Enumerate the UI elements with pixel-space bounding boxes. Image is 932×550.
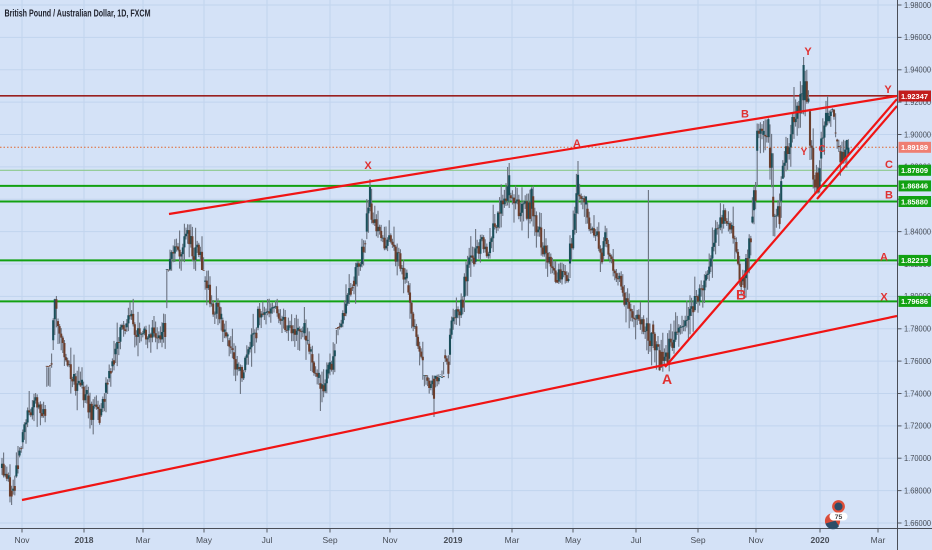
svg-text:1.82219: 1.82219 (901, 256, 928, 265)
svg-text:Y: Y (804, 46, 812, 58)
svg-text:A: A (880, 252, 888, 264)
svg-text:Sep: Sep (690, 535, 705, 545)
svg-text:1.92347: 1.92347 (901, 92, 928, 101)
svg-text:1.74000: 1.74000 (904, 389, 932, 398)
svg-text:1.94000: 1.94000 (904, 66, 932, 75)
svg-text:X: X (364, 160, 372, 172)
svg-text:2020: 2020 (811, 535, 830, 545)
svg-text:1.87809: 1.87809 (901, 166, 928, 175)
svg-text:B: B (885, 190, 893, 202)
svg-text:1.72000: 1.72000 (904, 422, 932, 431)
svg-text:Y: Y (884, 84, 892, 96)
svg-text:X: X (880, 292, 888, 304)
svg-text:May: May (565, 535, 582, 545)
svg-text:A: A (573, 138, 581, 150)
svg-text:1.96000: 1.96000 (904, 33, 932, 42)
svg-text:British Pound / Australian Dol: British Pound / Australian Dollar, 1D, F… (5, 9, 151, 20)
svg-text:Mar: Mar (871, 535, 886, 545)
svg-text:1.68000: 1.68000 (904, 486, 932, 495)
svg-text:C: C (818, 144, 825, 155)
svg-text:1.76000: 1.76000 (904, 357, 932, 366)
svg-text:1.84000: 1.84000 (904, 227, 932, 236)
svg-text:Y: Y (801, 147, 808, 158)
svg-text:Mar: Mar (505, 535, 520, 545)
svg-text:B: B (736, 287, 746, 303)
svg-text:1.78000: 1.78000 (904, 325, 932, 334)
svg-text:C: C (885, 159, 893, 171)
svg-text:A: A (662, 371, 672, 387)
svg-text:1.85880: 1.85880 (901, 197, 928, 206)
svg-text:75: 75 (835, 514, 843, 521)
svg-text:1.86846: 1.86846 (901, 182, 928, 191)
svg-text:1.92000: 1.92000 (904, 98, 932, 107)
svg-text:1.70000: 1.70000 (904, 454, 932, 463)
svg-text:2019: 2019 (444, 535, 463, 545)
svg-text:Jul: Jul (262, 535, 273, 545)
svg-text:2018: 2018 (75, 535, 94, 545)
svg-text:1.79686: 1.79686 (901, 297, 928, 306)
svg-text:1.90000: 1.90000 (904, 130, 932, 139)
svg-text:Nov: Nov (382, 535, 398, 545)
svg-text:Mar: Mar (136, 535, 151, 545)
svg-text:1.66000: 1.66000 (904, 519, 932, 528)
svg-text:Sep: Sep (322, 535, 337, 545)
svg-text:Nov: Nov (14, 535, 30, 545)
svg-text:B: B (741, 109, 749, 121)
svg-text:1.89189: 1.89189 (901, 143, 928, 152)
svg-text:1.98000: 1.98000 (904, 1, 932, 10)
svg-text:May: May (196, 535, 213, 545)
svg-text:Jul: Jul (631, 535, 642, 545)
svg-text:Nov: Nov (748, 535, 764, 545)
